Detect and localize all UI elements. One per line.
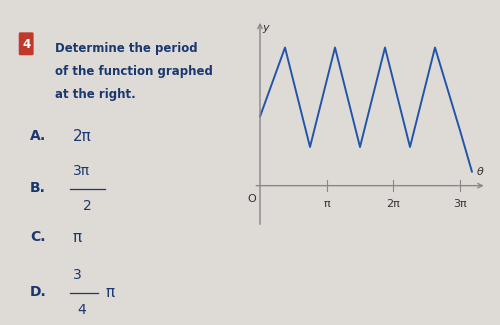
Text: π: π xyxy=(324,200,330,210)
Text: π: π xyxy=(72,230,82,245)
Text: 3: 3 xyxy=(72,267,81,282)
Text: θ: θ xyxy=(476,167,483,177)
Text: y: y xyxy=(262,23,270,33)
Text: 2π: 2π xyxy=(386,200,400,210)
Text: 3π: 3π xyxy=(72,163,90,178)
Text: 2: 2 xyxy=(82,199,91,214)
Text: 3π: 3π xyxy=(453,200,467,210)
Text: O: O xyxy=(247,194,256,204)
Text: 2π: 2π xyxy=(72,129,91,144)
Text: Determine the period: Determine the period xyxy=(55,42,198,55)
Text: at the right.: at the right. xyxy=(55,88,136,101)
Text: π: π xyxy=(105,285,114,300)
Text: 4: 4 xyxy=(22,38,30,51)
Text: A.: A. xyxy=(30,129,46,144)
Text: D.: D. xyxy=(30,285,47,300)
Text: C.: C. xyxy=(30,230,46,244)
Text: 4: 4 xyxy=(78,303,86,318)
Text: of the function graphed: of the function graphed xyxy=(55,65,213,78)
Text: B.: B. xyxy=(30,181,46,196)
FancyBboxPatch shape xyxy=(19,32,34,55)
